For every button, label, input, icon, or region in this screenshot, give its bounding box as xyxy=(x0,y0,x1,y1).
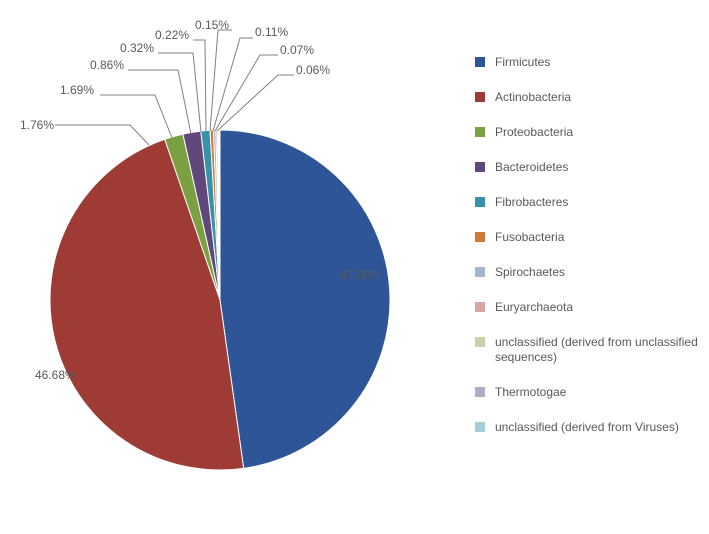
legend-swatch xyxy=(475,162,485,172)
slice-percent-label: 1.76% xyxy=(20,118,54,132)
legend-swatch xyxy=(475,127,485,137)
legend-label: Firmicutes xyxy=(495,55,700,70)
legend-swatch xyxy=(475,387,485,397)
leader-line xyxy=(213,38,253,131)
slice-percent-label: 0.06% xyxy=(296,63,330,77)
legend-label: Fibrobacteres xyxy=(495,195,700,210)
legend-label: Fusobacteria xyxy=(495,230,700,245)
legend-swatch xyxy=(475,232,485,242)
slice-percent-label: 46.68% xyxy=(35,368,76,382)
legend-label: Bacteroidetes xyxy=(495,160,700,175)
pie-slice xyxy=(220,130,390,468)
pie-svg xyxy=(0,0,440,529)
legend-swatch xyxy=(475,92,485,102)
legend-swatch xyxy=(475,337,485,347)
legend-label: Spirochaetes xyxy=(495,265,700,280)
slice-percent-label: 47.50% xyxy=(340,268,381,282)
leader-line xyxy=(55,125,149,145)
slice-percent-label: 0.11% xyxy=(255,25,288,39)
legend-item: Thermotogae xyxy=(475,385,700,400)
legend-swatch xyxy=(475,267,485,277)
legend-item: Firmicutes xyxy=(475,55,700,70)
leader-line xyxy=(217,75,294,131)
legend: Firmicutes Actinobacteria Proteobacteria Ba… xyxy=(475,55,700,455)
legend-swatch xyxy=(475,57,485,67)
legend-item: Bacteroidetes xyxy=(475,160,700,175)
legend-swatch xyxy=(475,197,485,207)
legend-item: Actinobacteria xyxy=(475,90,700,105)
legend-item: Spirochaetes xyxy=(475,265,700,280)
legend-item: Fusobacteria xyxy=(475,230,700,245)
pie-slice xyxy=(219,130,220,300)
legend-label: unclassified (derived from Viruses) xyxy=(495,420,700,435)
legend-label: Thermotogae xyxy=(495,385,700,400)
leader-line xyxy=(210,30,232,131)
legend-label: Euryarchaeota xyxy=(495,300,700,315)
slice-percent-label: 0.22% xyxy=(155,28,189,42)
legend-label: Actinobacteria xyxy=(495,90,700,105)
legend-item: Fibrobacteres xyxy=(475,195,700,210)
slice-percent-label: 0.32% xyxy=(120,41,154,55)
legend-item: unclassified (derived from unclassified … xyxy=(475,335,700,365)
slice-percent-label: 1.69% xyxy=(60,83,94,97)
legend-item: Euryarchaeota xyxy=(475,300,700,315)
legend-item: unclassified (derived from Viruses) xyxy=(475,420,700,435)
legend-label: unclassified (derived from unclassified … xyxy=(495,335,700,365)
slice-percent-label: 0.07% xyxy=(280,43,314,57)
leader-line xyxy=(128,70,191,134)
slice-percent-label: 0.15% xyxy=(195,18,229,32)
slice-percent-label: 0.86% xyxy=(90,58,124,72)
legend-item: Proteobacteria xyxy=(475,125,700,140)
legend-swatch xyxy=(475,422,485,432)
legend-label: Proteobacteria xyxy=(495,125,700,140)
pie-chart: 47.50% 46.68% 1.76% 1.69% 0.86% 0.32%0.22% 0.1… xyxy=(0,0,440,529)
legend-swatch xyxy=(475,302,485,312)
